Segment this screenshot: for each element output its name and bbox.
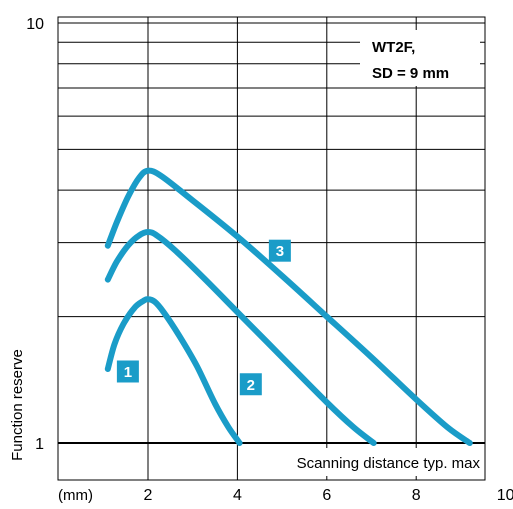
series-marker-label-2: 2	[247, 377, 255, 394]
x-axis-label: Scanning distance typ. max	[297, 455, 481, 472]
series-marker-3: 3	[268, 239, 291, 262]
x-axis-unit-label: (mm)	[58, 487, 93, 504]
x-tick-label-8: 8	[412, 487, 421, 504]
series-line-2	[104, 229, 377, 446]
series-marker-2: 2	[239, 373, 262, 396]
x-tick-labels: 2 4 6 8 10	[144, 487, 513, 504]
x-tick-label-6: 6	[322, 487, 331, 504]
series-layer	[104, 167, 473, 446]
series-markers: 1 2 3	[116, 239, 291, 396]
y-tick-label-10: 10	[26, 16, 44, 33]
plot-frame	[57, 16, 486, 481]
annotation-line-2: SD = 9 mm	[372, 65, 449, 82]
annotation-box	[360, 30, 480, 86]
series-marker-box-1	[116, 360, 139, 383]
x-axis-label-box	[262, 448, 484, 476]
series-marker-box-2	[239, 373, 262, 396]
series-marker-1: 1	[116, 360, 139, 383]
y-axis-label: Function reserve	[9, 349, 26, 461]
series-line-3	[104, 167, 473, 446]
x-tick-label-4: 4	[233, 487, 242, 504]
y-tick-label-1: 1	[35, 436, 44, 453]
series-marker-box-3	[268, 239, 291, 262]
series-marker-label-1: 1	[124, 364, 132, 381]
x-tick-label-2: 2	[144, 487, 153, 504]
annotation-line-1: WT2F,	[372, 39, 415, 56]
series-marker-label-3: 3	[276, 243, 284, 260]
x-tick-label-10: 10	[497, 487, 513, 504]
series-line-1	[104, 296, 243, 446]
